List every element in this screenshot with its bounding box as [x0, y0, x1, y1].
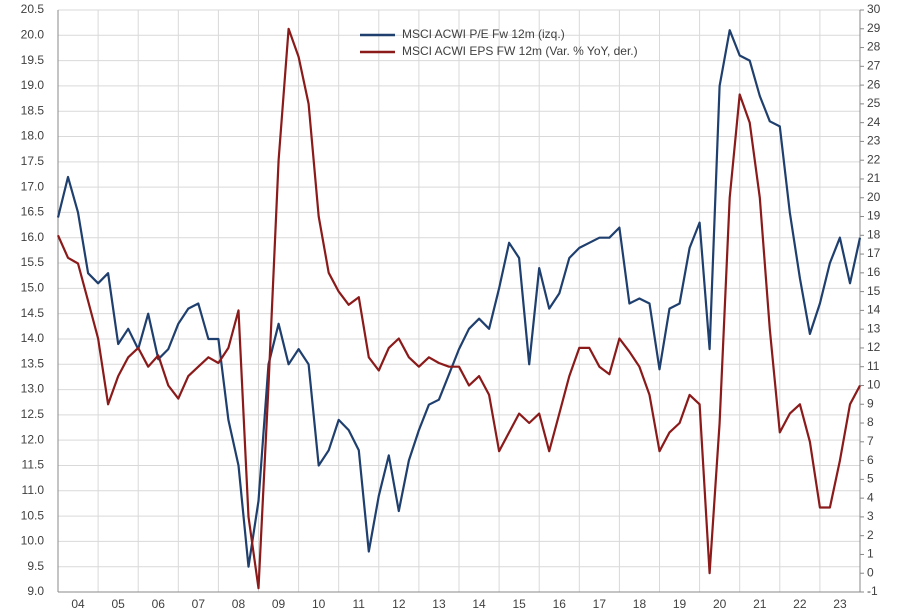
y-tick-label: 14.0 — [21, 331, 45, 345]
y-tick-label: 14.5 — [21, 306, 45, 320]
y2-tick-label: 5 — [867, 472, 874, 486]
y2-tick-label: 27 — [867, 58, 881, 72]
y2-tick-label: 13 — [867, 321, 881, 335]
y2-tick-label: 20 — [867, 190, 881, 204]
x-tick-label: 06 — [152, 597, 166, 611]
y2-tick-label: 24 — [867, 115, 881, 129]
x-tick-label: 13 — [432, 597, 446, 611]
x-tick-label: 14 — [472, 597, 486, 611]
y2-tick-label: 29 — [867, 21, 881, 35]
y-tick-label: 9.5 — [27, 559, 44, 573]
y-tick-label: 10.5 — [21, 508, 45, 522]
y-tick-label: 15.0 — [21, 281, 45, 295]
y-tick-label: 19.0 — [21, 78, 45, 92]
x-tick-label: 12 — [392, 597, 406, 611]
y2-tick-label: 6 — [867, 453, 874, 467]
x-tick-label: 23 — [833, 597, 847, 611]
legend-label: MSCI ACWI P/E Fw 12m (izq.) — [402, 27, 565, 41]
y-tick-label: 20.0 — [21, 27, 45, 41]
y2-tick-label: 1 — [867, 547, 874, 561]
y-tick-label: 12.0 — [21, 432, 45, 446]
y2-tick-label: 19 — [867, 209, 881, 223]
y-tick-label: 13.0 — [21, 382, 45, 396]
y2-tick-label: 25 — [867, 96, 881, 110]
y2-tick-label: 18 — [867, 227, 881, 241]
y-tick-label: 12.5 — [21, 407, 45, 421]
y-tick-label: 20.5 — [21, 2, 45, 16]
y2-tick-label: 8 — [867, 415, 874, 429]
y2-tick-label: 7 — [867, 434, 874, 448]
x-tick-label: 07 — [192, 597, 206, 611]
x-tick-label: 22 — [793, 597, 807, 611]
y-tick-label: 18.0 — [21, 129, 45, 143]
y2-tick-label: 17 — [867, 246, 881, 260]
y2-tick-label: 26 — [867, 77, 881, 91]
y-tick-label: 16.5 — [21, 205, 45, 219]
x-tick-label: 08 — [232, 597, 246, 611]
y-tick-label: 9.0 — [27, 584, 44, 598]
x-tick-label: 10 — [312, 597, 326, 611]
y-tick-label: 10.0 — [21, 534, 45, 548]
y-tick-label: 15.5 — [21, 255, 45, 269]
x-tick-label: 20 — [713, 597, 727, 611]
y2-tick-label: 22 — [867, 152, 881, 166]
y2-tick-label: 15 — [867, 284, 881, 298]
y2-tick-label: 2 — [867, 528, 874, 542]
x-tick-label: 18 — [633, 597, 647, 611]
y2-tick-label: 14 — [867, 303, 881, 317]
y-tick-label: 16.0 — [21, 230, 45, 244]
y-tick-label: 11.0 — [22, 483, 45, 497]
x-tick-label: 15 — [512, 597, 526, 611]
y2-tick-label: 12 — [867, 340, 881, 354]
x-tick-label: 09 — [272, 597, 286, 611]
y2-tick-label: 21 — [867, 171, 881, 185]
y2-tick-label: 30 — [867, 2, 881, 16]
y-tick-label: 11.5 — [22, 458, 45, 472]
x-tick-label: 04 — [71, 597, 85, 611]
y2-tick-label: 9 — [867, 396, 874, 410]
x-tick-label: 16 — [553, 597, 567, 611]
y-tick-label: 13.5 — [21, 356, 45, 370]
y2-tick-label: 28 — [867, 40, 881, 54]
y2-tick-label: 16 — [867, 265, 881, 279]
y-tick-label: 18.5 — [21, 103, 45, 117]
legend-label: MSCI ACWI EPS FW 12m (Var. % YoY, der.) — [402, 44, 638, 58]
y2-tick-label: 0 — [867, 565, 874, 579]
x-tick-label: 21 — [753, 597, 767, 611]
y2-tick-label: 23 — [867, 134, 881, 148]
series-line — [56, 27, 861, 590]
x-tick-label: 19 — [673, 597, 687, 611]
y2-tick-label: 10 — [867, 378, 881, 392]
series-line — [56, 29, 862, 568]
y-tick-label: 19.5 — [21, 53, 45, 67]
y2-tick-label: 3 — [867, 509, 874, 523]
y2-tick-label: 11 — [867, 359, 880, 373]
x-tick-label: 17 — [593, 597, 607, 611]
y2-tick-label: -1 — [867, 584, 878, 598]
x-tick-label: 05 — [111, 597, 125, 611]
y2-tick-label: 4 — [867, 490, 874, 504]
y-tick-label: 17.5 — [21, 154, 45, 168]
x-tick-label: 11 — [353, 597, 366, 611]
y-tick-label: 17.0 — [21, 179, 45, 193]
